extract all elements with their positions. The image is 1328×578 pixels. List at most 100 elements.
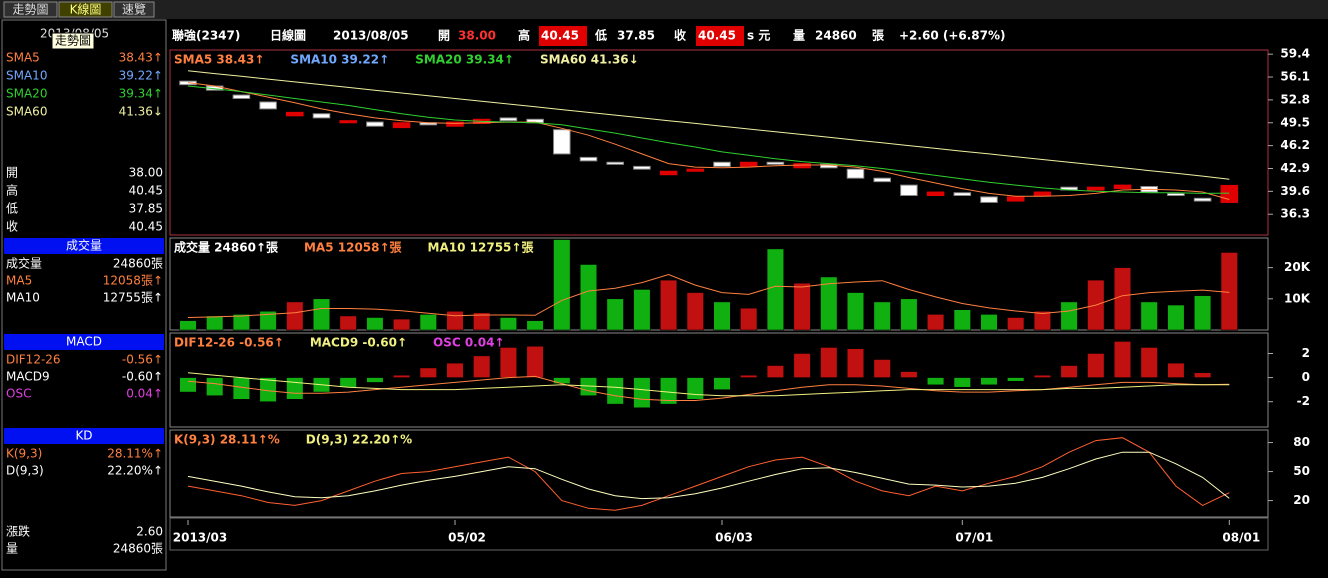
osc-bar xyxy=(981,378,998,385)
header-period: 日線圖 xyxy=(270,28,306,43)
volume-bar xyxy=(687,293,704,330)
volume-bar xyxy=(500,318,517,330)
candle-body xyxy=(660,171,677,174)
header-vol-unit: 張 xyxy=(872,29,885,43)
volume-bar xyxy=(1061,302,1078,330)
left-label: K(9,3) xyxy=(6,447,42,461)
tab-bar xyxy=(0,0,1328,19)
left-label: D(9,3) xyxy=(6,464,44,478)
osc-bar xyxy=(367,378,384,383)
left-value: 39.22↑ xyxy=(119,69,163,83)
left-label: 成交量 xyxy=(6,256,42,271)
candle-body xyxy=(554,130,571,154)
candle-body xyxy=(580,157,597,160)
volume-bar xyxy=(954,310,971,330)
left-value: 0.04↑ xyxy=(126,387,163,401)
tab-label[interactable]: 速覽 xyxy=(122,3,146,17)
legend-entry: 成交量 24860↑張 xyxy=(174,240,279,255)
left-label: 開 xyxy=(6,166,18,180)
candle-body xyxy=(1007,197,1024,201)
osc-bar xyxy=(1088,353,1105,377)
left-label: MACD9 xyxy=(6,370,50,384)
legend-entry: MA5 12058↑張 xyxy=(304,241,403,255)
osc-bar xyxy=(1034,375,1051,377)
osc-bar xyxy=(927,378,944,385)
legend-entry: DIF12-26 -0.56↑ xyxy=(174,336,284,350)
osc-bar xyxy=(527,346,544,377)
legend-entry: D(9,3) 22.20↑% xyxy=(306,433,412,447)
volume-bar xyxy=(580,265,597,330)
osc-bar xyxy=(794,353,811,377)
osc-bar xyxy=(287,378,304,400)
header-change: +2.60 (+6.87%) xyxy=(899,29,1006,43)
left-label: DIF12-26 xyxy=(6,353,61,367)
candle-body xyxy=(607,162,624,164)
osc-bar xyxy=(500,347,517,377)
candle-body xyxy=(981,197,998,203)
volume-bar xyxy=(313,299,330,330)
osc-bar xyxy=(901,372,918,378)
osc-bar xyxy=(714,378,731,390)
section-title: KD xyxy=(75,429,92,443)
osc-bar xyxy=(687,378,704,400)
volume-bar xyxy=(927,314,944,330)
header-low: 37.85 xyxy=(617,29,655,43)
osc-bar xyxy=(393,375,410,377)
volume-bar xyxy=(794,283,811,330)
candle-body xyxy=(447,122,464,126)
tab-label[interactable]: K線圖 xyxy=(70,2,102,17)
y-tick-label: 49.5 xyxy=(1280,115,1310,129)
left-value: 38.00 xyxy=(129,166,163,180)
osc-bar xyxy=(1061,366,1078,378)
candle-body xyxy=(874,178,891,181)
y-tick-label: 10K xyxy=(1284,291,1311,305)
y-tick-label: 20K xyxy=(1284,260,1311,274)
header-low-label: 低 xyxy=(594,28,607,43)
candle-body xyxy=(794,164,811,168)
header-close: 40.45 xyxy=(698,29,736,43)
volume-bar xyxy=(287,302,304,330)
y-tick-label: 0 xyxy=(1302,370,1310,384)
candle-body xyxy=(1194,198,1211,201)
volume-bar xyxy=(1221,252,1238,330)
x-tick-label: 06/03 xyxy=(715,531,753,545)
volume-bar xyxy=(1034,311,1051,330)
osc-bar xyxy=(1141,347,1158,377)
left-label: SMA20 xyxy=(6,87,47,101)
x-tick-label: 05/02 xyxy=(448,531,486,545)
volume-bar xyxy=(1141,302,1158,330)
volume-bar xyxy=(1114,268,1131,330)
left-value: 40.45 xyxy=(129,184,163,198)
candle-body xyxy=(393,123,410,128)
left-value: -0.60↑ xyxy=(122,370,163,384)
section-title: MACD xyxy=(66,335,102,349)
y-tick-label: 39.6 xyxy=(1280,184,1310,198)
legend-entry: SMA20 39.34↑ xyxy=(415,53,514,67)
left-label: MA5 xyxy=(6,274,32,288)
osc-bar xyxy=(420,368,437,378)
y-tick-label: 50 xyxy=(1293,464,1310,478)
left-label: OSC xyxy=(6,387,31,401)
tab-label[interactable]: 走勢圖 xyxy=(12,2,48,17)
candle-body xyxy=(740,162,757,166)
left-label: 低 xyxy=(6,202,18,216)
volume-bar xyxy=(527,321,544,330)
candle-body xyxy=(1168,193,1185,195)
left-value: 24860張 xyxy=(113,257,163,271)
candle-body xyxy=(954,193,971,196)
volume-bar xyxy=(1194,296,1211,330)
header-unit: s 元 xyxy=(747,29,770,43)
candle-body xyxy=(1114,185,1131,188)
y-tick-label: 56.1 xyxy=(1280,70,1310,84)
legend-entry: MA10 12755↑張 xyxy=(428,241,535,255)
y-tick-label: 20 xyxy=(1293,493,1310,507)
osc-bar xyxy=(180,378,197,392)
left-value: 24860張 xyxy=(113,542,163,556)
left-label: SMA60 xyxy=(6,105,47,119)
osc-bar xyxy=(1114,341,1131,377)
left-label: 收 xyxy=(6,220,18,234)
left-value: 12755張↑ xyxy=(103,291,163,305)
candle-body xyxy=(340,121,357,123)
tooltip-text: 走勢圖 xyxy=(55,33,91,48)
